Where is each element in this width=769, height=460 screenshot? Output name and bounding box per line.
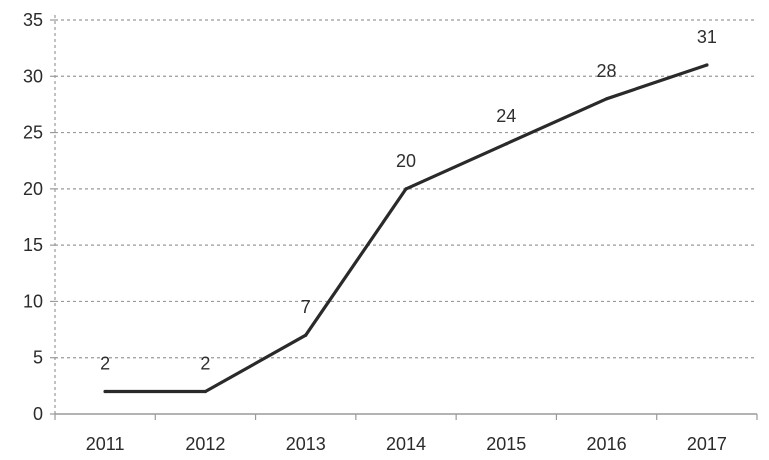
- x-tick-label-2013: 2013: [286, 434, 326, 454]
- label-layer: 2 2 7 20 24 28 31: [100, 27, 717, 373]
- axis-layer: 0 5 10 15 20 25 30 35 2011 2012 2013 2014 2015 2016 20…: [23, 10, 758, 454]
- data-label-2015: 24: [496, 106, 516, 126]
- data-label-2016: 28: [597, 61, 617, 81]
- data-label-2014: 20: [396, 151, 416, 171]
- series-layer: [103, 63, 709, 394]
- data-point-2016: [604, 97, 609, 101]
- x-tick-label-2016: 2016: [587, 434, 627, 454]
- data-label-2011: 2: [100, 353, 110, 373]
- y-tick-label: 0: [33, 404, 43, 424]
- y-tick-label: 25: [23, 123, 43, 143]
- x-tick-label-2017: 2017: [687, 434, 727, 454]
- data-point-2011: [103, 389, 107, 394]
- x-tick-label-2015: 2015: [486, 434, 526, 454]
- y-tick-label: 5: [33, 348, 43, 368]
- y-tick-label: 15: [23, 235, 43, 255]
- series-line: [103, 63, 709, 394]
- data-label-2013: 7: [301, 297, 311, 317]
- grid-layer: [55, 19, 757, 359]
- x-tick-label-2011: 2011: [86, 434, 125, 454]
- x-tick-label-2014: 2014: [386, 434, 426, 454]
- data-point-2013: [304, 333, 308, 337]
- data-label-2012: 2: [200, 353, 210, 373]
- data-point-2014: [404, 187, 408, 191]
- x-tick-label-2012: 2012: [185, 434, 225, 454]
- y-tick-label: 30: [23, 66, 43, 86]
- y-tick-label: 20: [23, 179, 43, 199]
- data-label-2017: 31: [697, 27, 717, 47]
- data-point-2017: [705, 63, 709, 67]
- y-tick-label: 10: [23, 291, 43, 311]
- data-point-2015: [504, 142, 508, 146]
- data-point-2012: [203, 389, 208, 394]
- y-tick-label: 35: [23, 10, 43, 30]
